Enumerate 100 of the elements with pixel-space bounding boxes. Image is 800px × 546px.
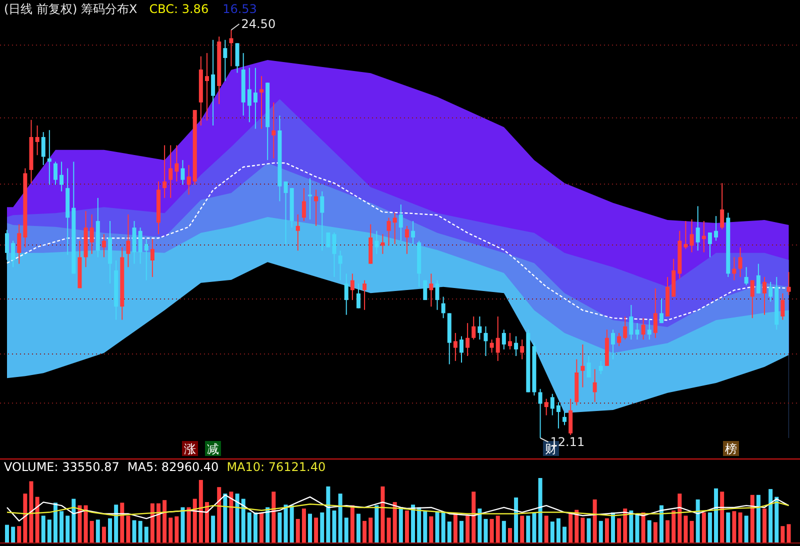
bar bbox=[362, 520, 367, 543]
bar bbox=[423, 511, 428, 543]
candlestick bbox=[641, 318, 646, 340]
bar bbox=[604, 518, 609, 543]
bar bbox=[690, 520, 694, 543]
bar bbox=[768, 489, 773, 543]
bar bbox=[84, 505, 88, 543]
bar bbox=[204, 502, 209, 543]
bar bbox=[72, 498, 76, 543]
bar bbox=[253, 512, 258, 543]
bar bbox=[126, 516, 130, 543]
annotation: 24.50 bbox=[241, 17, 276, 31]
bar bbox=[672, 510, 676, 543]
candlestick bbox=[478, 316, 482, 340]
candlestick bbox=[162, 144, 167, 198]
candlestick bbox=[398, 204, 403, 242]
bar bbox=[398, 507, 403, 543]
bar bbox=[568, 512, 573, 543]
candlestick bbox=[502, 329, 506, 350]
bar bbox=[392, 502, 397, 543]
bar bbox=[659, 505, 664, 543]
bar bbox=[217, 487, 222, 543]
text: 16.53 bbox=[222, 2, 257, 16]
bar bbox=[47, 520, 52, 543]
bar bbox=[308, 514, 312, 543]
bar bbox=[192, 498, 197, 543]
bar bbox=[102, 526, 106, 543]
candlestick bbox=[466, 322, 470, 357]
bar bbox=[144, 526, 148, 543]
candlestick bbox=[611, 329, 615, 360]
candlestick bbox=[102, 234, 106, 258]
bar bbox=[435, 511, 440, 543]
bar bbox=[356, 514, 360, 543]
candlestick bbox=[17, 224, 22, 264]
candlestick bbox=[284, 180, 288, 245]
candlestick bbox=[386, 217, 391, 246]
bar bbox=[374, 505, 379, 543]
candlestick bbox=[211, 39, 216, 126]
candlestick bbox=[556, 402, 560, 429]
candlestick bbox=[272, 102, 276, 159]
candlestick bbox=[326, 232, 330, 248]
bar bbox=[744, 516, 748, 543]
bar bbox=[496, 516, 500, 543]
bar bbox=[5, 524, 9, 543]
bar bbox=[60, 511, 64, 543]
candlestick bbox=[392, 212, 397, 245]
bar bbox=[484, 518, 488, 543]
bar bbox=[447, 522, 452, 543]
candlestick bbox=[514, 336, 518, 357]
bar bbox=[453, 512, 458, 543]
bar bbox=[508, 528, 512, 543]
bar bbox=[162, 500, 167, 543]
candlestick bbox=[404, 225, 409, 254]
candlestick bbox=[635, 322, 640, 340]
candlestick bbox=[550, 393, 554, 416]
bar bbox=[653, 522, 658, 543]
candlestick bbox=[229, 30, 234, 67]
bar bbox=[235, 494, 240, 543]
candlestick bbox=[168, 144, 173, 198]
bar bbox=[332, 510, 336, 543]
candlestick bbox=[508, 332, 512, 350]
bar bbox=[532, 512, 536, 543]
bar bbox=[66, 516, 70, 543]
bar bbox=[574, 510, 579, 543]
bar bbox=[472, 492, 476, 543]
bar bbox=[386, 518, 391, 543]
bar bbox=[756, 494, 760, 543]
bar bbox=[211, 516, 216, 543]
candlestick bbox=[260, 76, 264, 130]
bar bbox=[514, 498, 518, 543]
candlestick bbox=[344, 273, 348, 316]
bar bbox=[411, 504, 416, 543]
candlestick bbox=[538, 388, 542, 438]
bar bbox=[90, 520, 94, 543]
text: 涨 bbox=[184, 442, 196, 456]
bar bbox=[17, 526, 22, 543]
bar bbox=[96, 520, 100, 543]
candlestick bbox=[314, 189, 318, 226]
text: 榜 bbox=[725, 442, 737, 456]
bar bbox=[247, 512, 252, 543]
bar bbox=[138, 520, 142, 543]
bar bbox=[550, 522, 554, 543]
bar bbox=[114, 504, 118, 543]
bar bbox=[35, 496, 40, 543]
candlestick bbox=[53, 161, 58, 186]
candlestick bbox=[653, 288, 658, 338]
candlestick bbox=[11, 240, 16, 268]
candlestick bbox=[223, 39, 228, 82]
bar bbox=[108, 518, 112, 543]
candlestick bbox=[180, 160, 185, 186]
bar bbox=[380, 486, 385, 543]
text: 减 bbox=[207, 442, 219, 456]
bar bbox=[186, 507, 191, 543]
bar bbox=[278, 512, 282, 543]
candlestick bbox=[253, 67, 258, 130]
candlestick bbox=[586, 356, 591, 378]
candlestick bbox=[750, 280, 754, 319]
candlestick bbox=[411, 220, 416, 245]
candlestick bbox=[696, 206, 700, 252]
candlestick bbox=[302, 188, 306, 222]
